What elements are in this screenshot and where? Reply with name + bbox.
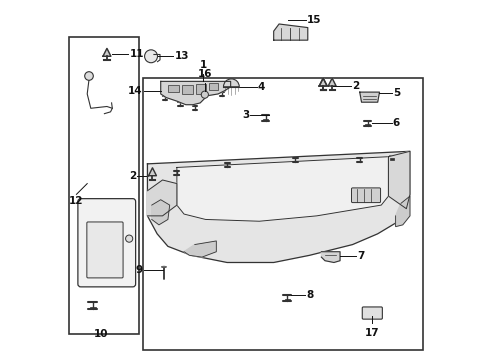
Circle shape [85,72,93,80]
Wedge shape [223,79,239,87]
Bar [143,78,422,350]
Polygon shape [389,151,410,209]
Polygon shape [147,151,410,262]
Bar [366,125,370,126]
FancyBboxPatch shape [78,199,136,287]
Polygon shape [319,78,327,86]
Circle shape [201,91,208,98]
Polygon shape [152,200,170,225]
Bar [179,105,182,106]
Bar [90,307,96,309]
Polygon shape [161,81,231,105]
Circle shape [145,50,157,63]
Ellipse shape [161,266,167,268]
Text: 7: 7 [357,251,364,261]
Text: 2: 2 [129,171,136,181]
Polygon shape [147,180,177,216]
Polygon shape [274,24,308,40]
Bar [358,161,362,162]
Text: 15: 15 [307,15,321,26]
FancyBboxPatch shape [209,83,219,90]
Bar [225,166,229,167]
Bar [264,120,268,121]
Text: 8: 8 [306,290,313,300]
Text: 2: 2 [352,81,359,91]
FancyBboxPatch shape [87,222,123,278]
FancyBboxPatch shape [168,85,179,93]
Polygon shape [184,241,216,257]
Bar [294,161,297,162]
Text: 10: 10 [94,329,109,339]
Polygon shape [148,168,156,176]
Bar [391,158,393,159]
Text: 13: 13 [174,51,189,61]
Text: 16: 16 [197,69,212,79]
Text: 14: 14 [128,86,143,96]
Bar [285,300,290,301]
Text: 17: 17 [365,328,380,338]
Polygon shape [321,252,340,262]
Polygon shape [328,78,336,86]
FancyBboxPatch shape [196,84,206,94]
Text: 6: 6 [393,118,400,128]
Text: 4: 4 [258,82,265,92]
Bar [175,174,178,175]
Text: 11: 11 [129,49,144,59]
Polygon shape [319,78,327,86]
Polygon shape [177,157,389,221]
FancyBboxPatch shape [351,188,381,203]
FancyBboxPatch shape [362,307,382,319]
Polygon shape [103,48,111,56]
Circle shape [125,235,133,242]
Text: 3: 3 [242,110,249,120]
FancyBboxPatch shape [182,85,194,94]
Text: 1: 1 [199,59,207,69]
Polygon shape [395,196,410,226]
Bar [164,99,167,100]
Text: 12: 12 [69,196,84,206]
Polygon shape [360,92,379,102]
Text: 5: 5 [393,88,400,98]
Bar [69,37,139,334]
Text: 9: 9 [136,265,143,275]
Bar [220,95,223,96]
Bar [194,109,196,110]
